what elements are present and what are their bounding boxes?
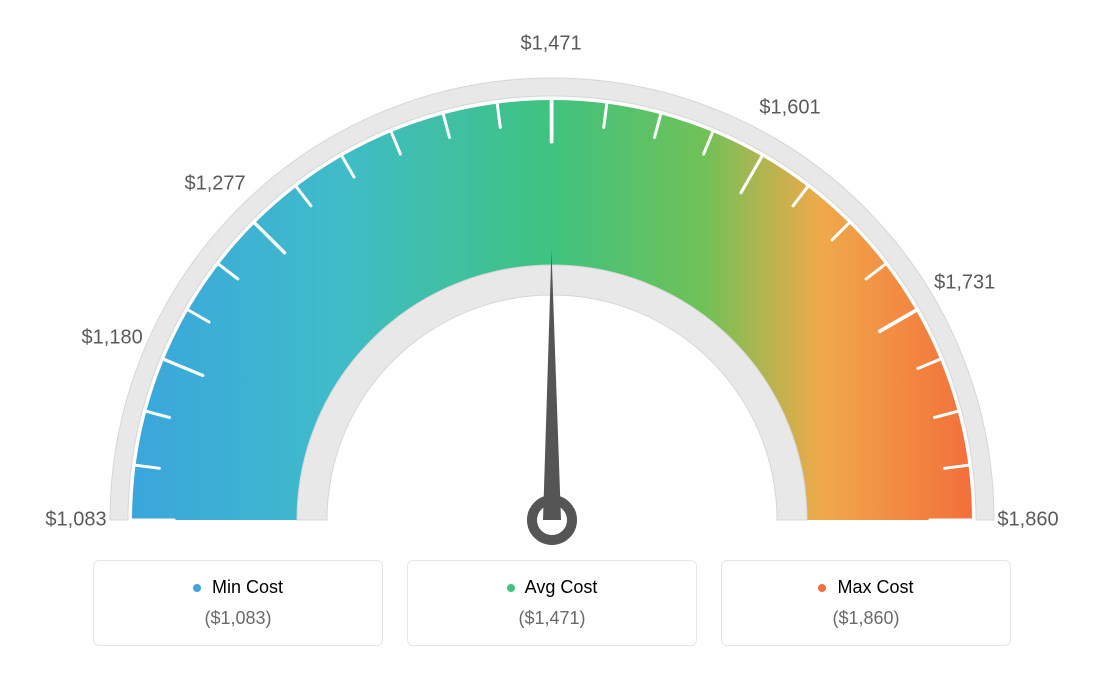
legend-row: Min Cost ($1,083) Avg Cost ($1,471) Max …	[0, 560, 1104, 646]
gauge-tick-label: $1,731	[934, 271, 995, 294]
legend-card-max: Max Cost ($1,860)	[721, 560, 1011, 646]
legend-label-max: Max Cost	[837, 577, 913, 597]
gauge-tick-label: $1,277	[184, 172, 245, 195]
cost-gauge: $1,083 $1,180 $1,277 $1,471 $1,601 $1,731 $1,8…	[0, 0, 1104, 560]
dot-icon	[193, 584, 201, 592]
dot-icon	[507, 584, 515, 592]
legend-value-min: ($1,083)	[106, 608, 370, 629]
legend-card-avg: Avg Cost ($1,471)	[407, 560, 697, 646]
legend-card-min: Min Cost ($1,083)	[93, 560, 383, 646]
gauge-tick-label: $1,601	[759, 96, 820, 119]
gauge-tick-label: $1,860	[997, 509, 1058, 532]
legend-title-min: Min Cost	[106, 577, 370, 598]
legend-value-avg: ($1,471)	[420, 608, 684, 629]
legend-value-max: ($1,860)	[734, 608, 998, 629]
legend-title-max: Max Cost	[734, 577, 998, 598]
gauge-tick-label: $1,471	[520, 33, 581, 56]
gauge-tick-label: $1,083	[45, 509, 106, 532]
gauge-tick-label: $1,180	[82, 327, 143, 350]
legend-title-avg: Avg Cost	[420, 577, 684, 598]
legend-label-avg: Avg Cost	[525, 577, 598, 597]
dot-icon	[818, 584, 826, 592]
legend-label-min: Min Cost	[212, 577, 283, 597]
